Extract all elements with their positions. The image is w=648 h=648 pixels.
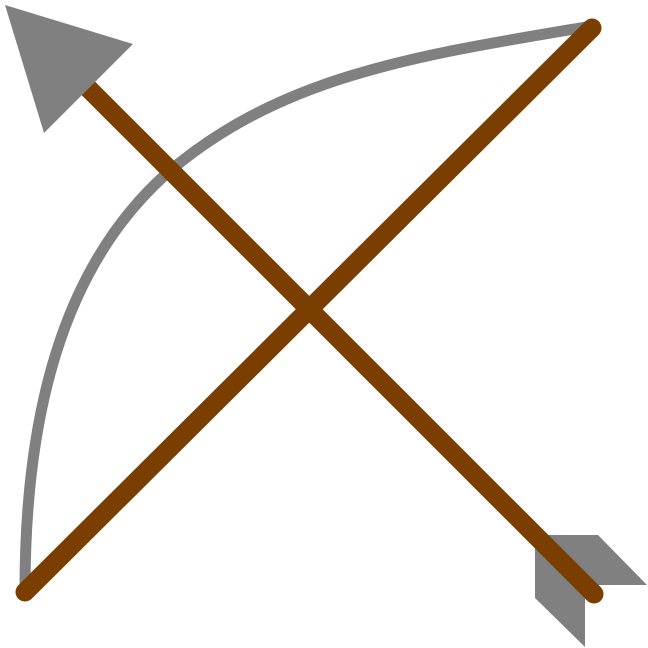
arrow-shaft (55, 55, 604, 604)
fletching-feathers-lower (535, 548, 585, 647)
arrowhead (5, 5, 133, 133)
fletching-feathers (548, 535, 647, 585)
